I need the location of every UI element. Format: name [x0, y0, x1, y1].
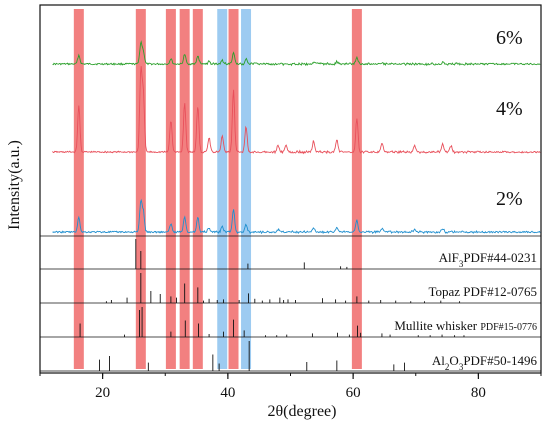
reference-patterns: AlF3PDF#44-0231 Topaz PDF#12-0765 Mullite …	[40, 235, 541, 372]
labels: 2θ(degree) Intensity(a.u.) 6% 4% 2%	[6, 27, 523, 420]
highlight-bands	[73, 9, 362, 369]
series-label-6pct: 6%	[496, 27, 523, 49]
highlight-band-5	[217, 9, 228, 369]
series-line-4%	[52, 66, 541, 155]
highlight-band-6	[228, 9, 239, 369]
plot-frame: 20 40 60 80	[39, 4, 542, 401]
highlight-band-8	[351, 9, 362, 369]
x-tick-label-60: 60	[346, 385, 361, 401]
x-tick-label-80: 80	[471, 385, 486, 401]
highlight-band-2	[165, 9, 176, 369]
reference-label-1: Topaz PDF#12-0765	[428, 284, 537, 299]
y-axis-title: Intensity(a.u.)	[6, 140, 23, 230]
x-axis-title: 2θ(degree)	[268, 403, 337, 420]
series-line-2%	[52, 198, 541, 235]
x-tick-label-40: 40	[220, 385, 235, 401]
reference-label-2: Mullite whisker PDF#15-0776	[394, 318, 537, 333]
reference-label-3: Al2O3PDF#50-1496	[432, 353, 538, 372]
series-label-4pct: 4%	[496, 98, 523, 120]
highlight-band-0	[73, 9, 84, 369]
highlight-band-3	[179, 9, 190, 369]
highlight-band-4	[192, 9, 203, 369]
x-tick-label-20: 20	[95, 385, 110, 401]
highlight-band-1	[135, 9, 146, 369]
highlight-band-7	[241, 9, 252, 369]
series-label-2pct: 2%	[496, 188, 523, 210]
reference-label-0: AlF3PDF#44-0231	[439, 250, 537, 269]
series-line-6%	[52, 40, 541, 67]
diffraction-patterns	[52, 40, 541, 235]
